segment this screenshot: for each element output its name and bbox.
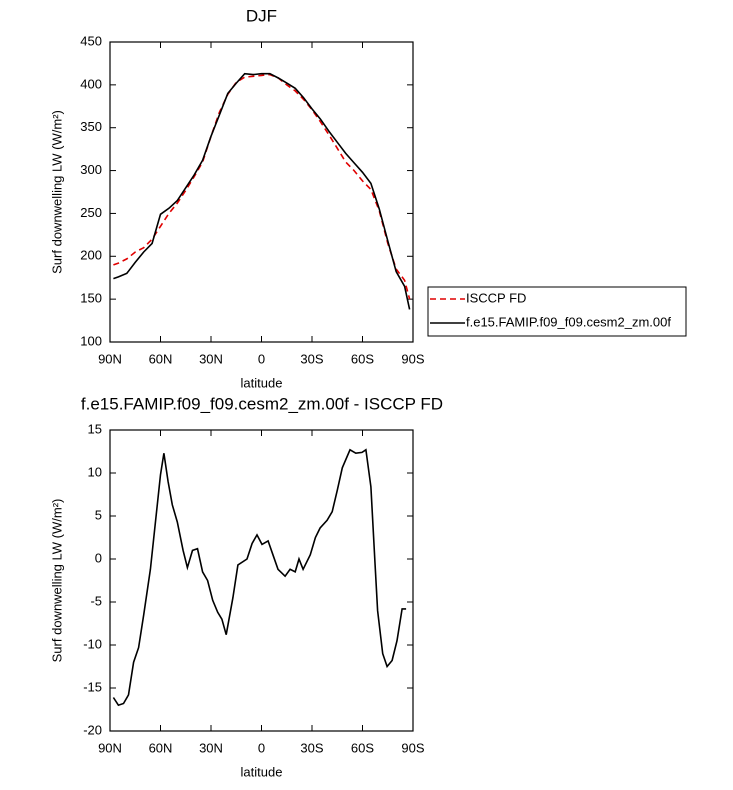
x-tick-label: 30N	[199, 351, 223, 366]
y-tick-label: 15	[88, 421, 102, 436]
x-axis-label: latitude	[241, 375, 283, 390]
chart-title: DJF	[246, 6, 277, 25]
x-tick-label: 30S	[300, 740, 323, 755]
x-tick-label: 0	[258, 351, 265, 366]
legend-label: ISCCP FD	[466, 290, 526, 305]
y-tick-label: -15	[83, 679, 102, 694]
data-line	[112, 448, 407, 707]
x-tick-label: 30S	[300, 351, 323, 366]
chart-title: f.e15.FAMIP.f09_f09.cesm2_zm.00f - ISCCP…	[81, 394, 443, 413]
x-axis-label: latitude	[241, 764, 283, 779]
data-line	[113, 72, 411, 310]
x-tick-label: 90N	[98, 740, 122, 755]
y-tick-label: 0	[95, 550, 102, 565]
y-tick-label: 400	[80, 76, 102, 91]
y-tick-label: 10	[88, 464, 102, 479]
y-tick-label: 300	[80, 162, 102, 177]
x-tick-label: 90S	[401, 351, 424, 366]
x-tick-label: 0	[258, 740, 265, 755]
y-tick-label: 350	[80, 119, 102, 134]
y-tick-label: 450	[80, 33, 102, 48]
y-tick-label: -20	[83, 722, 102, 737]
y-tick-label: -10	[83, 636, 102, 651]
y-tick-label: 100	[80, 333, 102, 348]
plot-frame	[109, 429, 414, 732]
x-tick-label: 60S	[351, 351, 374, 366]
y-tick-label: 250	[80, 205, 102, 220]
plot-frame	[109, 41, 414, 343]
x-tick-label: 60S	[351, 740, 374, 755]
y-tick-label: 150	[80, 291, 102, 306]
x-tick-label: 60N	[149, 351, 173, 366]
legend-box	[427, 286, 687, 337]
y-tick-label: 200	[80, 248, 102, 263]
x-tick-label: 90N	[98, 351, 122, 366]
legend-label: f.e15.FAMIP.f09_f09.cesm2_zm.00f	[466, 314, 671, 329]
x-tick-label: 60N	[149, 740, 173, 755]
data-line	[113, 73, 411, 300]
y-tick-label: -5	[90, 593, 102, 608]
y-axis-label: Surf downwelling LW (W/m²)	[49, 499, 64, 663]
x-tick-label: 90S	[401, 740, 424, 755]
y-tick-label: 5	[95, 507, 102, 522]
x-tick-label: 30N	[199, 740, 223, 755]
y-axis-label: Surf downwelling LW (W/m²)	[49, 110, 64, 274]
